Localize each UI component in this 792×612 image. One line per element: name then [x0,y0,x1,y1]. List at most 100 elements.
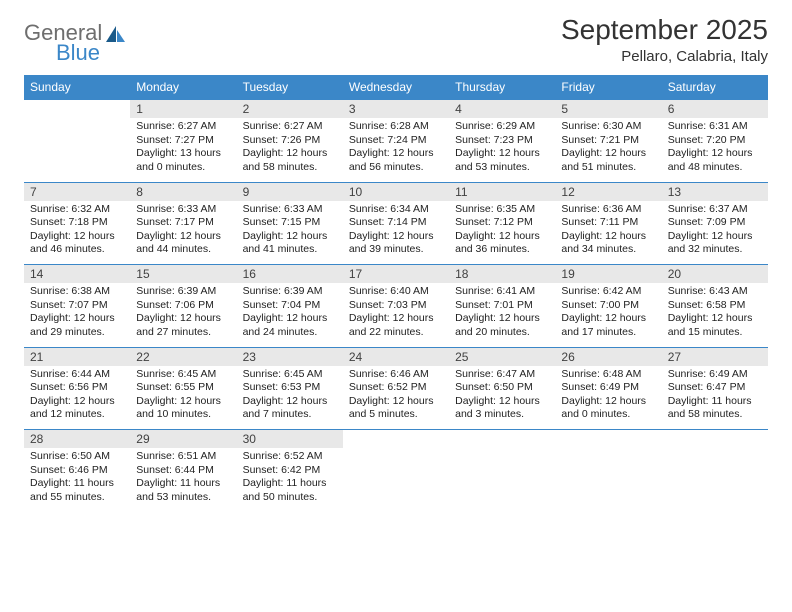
sunset-text: Sunset: 6:49 PM [561,381,655,395]
daynum-row: 123456 [24,100,768,119]
logo: General Blue [24,14,126,64]
day-cell: Sunrise: 6:43 AMSunset: 6:58 PMDaylight:… [662,283,768,347]
sunset-text: Sunset: 7:11 PM [561,216,655,230]
day-number: 11 [449,182,555,201]
day-number: 7 [24,182,130,201]
day-number: 10 [343,182,449,201]
day-cell: Sunrise: 6:48 AMSunset: 6:49 PMDaylight:… [555,366,661,430]
day-cell: Sunrise: 6:27 AMSunset: 7:27 PMDaylight:… [130,118,236,182]
sunset-text: Sunset: 7:07 PM [30,299,124,313]
day-cell: Sunrise: 6:28 AMSunset: 7:24 PMDaylight:… [343,118,449,182]
logo-word2: Blue [56,42,102,64]
sunrise-text: Sunrise: 6:31 AM [668,120,762,134]
day-cell: Sunrise: 6:50 AMSunset: 6:46 PMDaylight:… [24,448,130,509]
sunrise-text: Sunrise: 6:38 AM [30,285,124,299]
day-number: 27 [662,347,768,366]
sunrise-text: Sunrise: 6:42 AM [561,285,655,299]
day-number: 18 [449,265,555,284]
daylight-text: Daylight: 11 hours and 58 minutes. [668,395,762,422]
day-cell: Sunrise: 6:32 AMSunset: 7:18 PMDaylight:… [24,201,130,265]
day-number: 3 [343,100,449,119]
col-wednesday: Wednesday [343,75,449,100]
page-title: September 2025 [561,14,768,46]
sunrise-text: Sunrise: 6:33 AM [136,203,230,217]
day-number [343,430,449,449]
day-cell: Sunrise: 6:51 AMSunset: 6:44 PMDaylight:… [130,448,236,509]
day-cell: Sunrise: 6:33 AMSunset: 7:15 PMDaylight:… [237,201,343,265]
sunset-text: Sunset: 6:55 PM [136,381,230,395]
day-cell: Sunrise: 6:45 AMSunset: 6:53 PMDaylight:… [237,366,343,430]
day-number: 26 [555,347,661,366]
sunset-text: Sunset: 7:26 PM [243,134,337,148]
day-content-row: Sunrise: 6:44 AMSunset: 6:56 PMDaylight:… [24,366,768,430]
sunrise-text: Sunrise: 6:35 AM [455,203,549,217]
day-number: 16 [237,265,343,284]
day-content-row: Sunrise: 6:32 AMSunset: 7:18 PMDaylight:… [24,201,768,265]
daylight-text: Daylight: 12 hours and 22 minutes. [349,312,443,339]
day-number: 30 [237,430,343,449]
sunset-text: Sunset: 6:53 PM [243,381,337,395]
sunrise-text: Sunrise: 6:32 AM [30,203,124,217]
sunrise-text: Sunrise: 6:37 AM [668,203,762,217]
sunset-text: Sunset: 7:01 PM [455,299,549,313]
sunset-text: Sunset: 6:42 PM [243,464,337,478]
sunrise-text: Sunrise: 6:41 AM [455,285,549,299]
day-number: 24 [343,347,449,366]
sunset-text: Sunset: 7:06 PM [136,299,230,313]
sunrise-text: Sunrise: 6:27 AM [243,120,337,134]
sunrise-text: Sunrise: 6:44 AM [30,368,124,382]
daylight-text: Daylight: 12 hours and 32 minutes. [668,230,762,257]
day-cell: Sunrise: 6:49 AMSunset: 6:47 PMDaylight:… [662,366,768,430]
sunrise-text: Sunrise: 6:36 AM [561,203,655,217]
daynum-row: 21222324252627 [24,347,768,366]
sunset-text: Sunset: 7:03 PM [349,299,443,313]
sunset-text: Sunset: 7:12 PM [455,216,549,230]
sunrise-text: Sunrise: 6:46 AM [349,368,443,382]
sail-icon [104,24,126,46]
day-number: 12 [555,182,661,201]
col-sunday: Sunday [24,75,130,100]
day-number: 29 [130,430,236,449]
daylight-text: Daylight: 12 hours and 29 minutes. [30,312,124,339]
day-number: 23 [237,347,343,366]
title-block: September 2025 Pellaro, Calabria, Italy [561,14,768,65]
logo-text: General Blue [24,22,102,64]
daynum-row: 282930 [24,430,768,449]
daylight-text: Daylight: 12 hours and 27 minutes. [136,312,230,339]
sunrise-text: Sunrise: 6:29 AM [455,120,549,134]
day-number [449,430,555,449]
sunrise-text: Sunrise: 6:49 AM [668,368,762,382]
day-number: 22 [130,347,236,366]
sunset-text: Sunset: 7:04 PM [243,299,337,313]
page-subtitle: Pellaro, Calabria, Italy [561,48,768,65]
day-number: 1 [130,100,236,119]
day-cell [662,448,768,509]
sunrise-text: Sunrise: 6:52 AM [243,450,337,464]
daylight-text: Daylight: 11 hours and 55 minutes. [30,477,124,504]
day-number [24,100,130,119]
sunset-text: Sunset: 6:44 PM [136,464,230,478]
day-cell: Sunrise: 6:34 AMSunset: 7:14 PMDaylight:… [343,201,449,265]
sunset-text: Sunset: 7:09 PM [668,216,762,230]
sunrise-text: Sunrise: 6:47 AM [455,368,549,382]
day-number: 14 [24,265,130,284]
daylight-text: Daylight: 12 hours and 56 minutes. [349,147,443,174]
sunrise-text: Sunrise: 6:43 AM [668,285,762,299]
header: General Blue September 2025 Pellaro, Cal… [24,14,768,69]
day-cell: Sunrise: 6:46 AMSunset: 6:52 PMDaylight:… [343,366,449,430]
sunset-text: Sunset: 7:27 PM [136,134,230,148]
sunrise-text: Sunrise: 6:51 AM [136,450,230,464]
sunrise-text: Sunrise: 6:50 AM [30,450,124,464]
day-cell: Sunrise: 6:27 AMSunset: 7:26 PMDaylight:… [237,118,343,182]
sunset-text: Sunset: 6:52 PM [349,381,443,395]
day-content-row: Sunrise: 6:27 AMSunset: 7:27 PMDaylight:… [24,118,768,182]
daylight-text: Daylight: 12 hours and 36 minutes. [455,230,549,257]
daylight-text: Daylight: 12 hours and 46 minutes. [30,230,124,257]
sunset-text: Sunset: 7:14 PM [349,216,443,230]
col-friday: Friday [555,75,661,100]
daylight-text: Daylight: 12 hours and 51 minutes. [561,147,655,174]
sunrise-text: Sunrise: 6:40 AM [349,285,443,299]
sunrise-text: Sunrise: 6:27 AM [136,120,230,134]
daylight-text: Daylight: 12 hours and 24 minutes. [243,312,337,339]
daylight-text: Daylight: 13 hours and 0 minutes. [136,147,230,174]
